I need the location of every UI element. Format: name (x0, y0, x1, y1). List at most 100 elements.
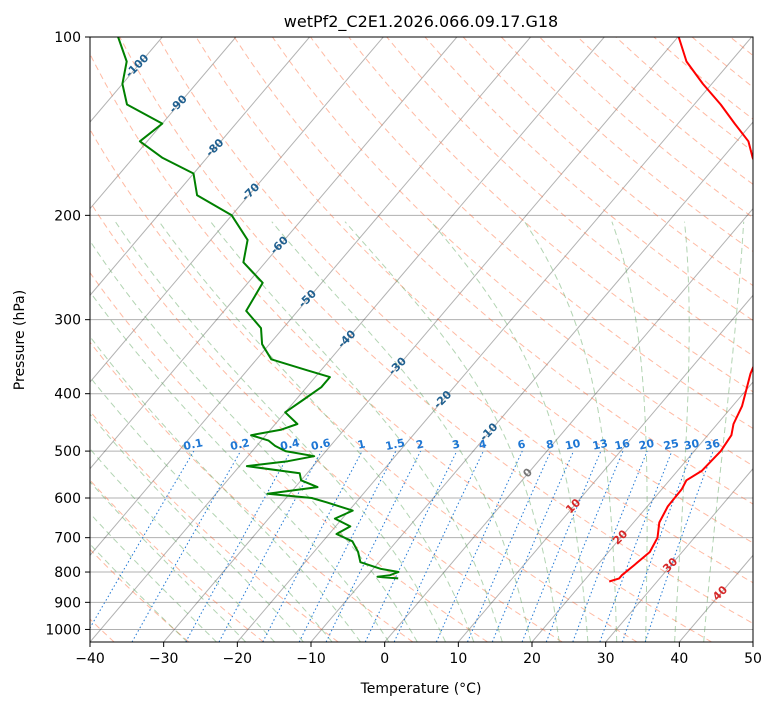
isotherm-line (457, 294, 753, 642)
dry-adiabat-line (90, 341, 414, 642)
x-tick-label: −20 (223, 651, 253, 667)
isotherm-line (605, 467, 753, 642)
mixing-ratio-line (435, 450, 523, 642)
mixing-ratio-label: 0.6 (310, 436, 332, 453)
y-tick-label: 900 (54, 595, 81, 611)
mixing-ratio-line (218, 450, 322, 642)
chart-title: wetPf2_C2E1.2026.066.09.17.G18 (284, 12, 558, 32)
y-tick-label: 800 (54, 565, 81, 581)
x-tick-label: 20 (523, 651, 541, 667)
moist-adiabat-line (674, 221, 690, 642)
moist-adiabat-line (703, 221, 745, 642)
isotherm-line (90, 37, 531, 557)
x-axis: −40 −30 −20 −10 0 10 20 30 40 50 (75, 642, 762, 667)
y-tick-label: 700 (54, 531, 81, 547)
y-tick-label: 1000 (45, 622, 81, 638)
moist-adiabat-line (611, 221, 648, 642)
isotherm-line (90, 37, 237, 210)
dry-adiabat-line (310, 37, 753, 430)
mixing-ratio-label: 0.1 (182, 436, 204, 453)
y-tick-label: 100 (54, 30, 81, 46)
mixing-ratio-label: 16 (613, 437, 631, 453)
moist-adiabat-line (210, 221, 503, 642)
dry-adiabat-line (271, 37, 753, 467)
y-tick-label: 200 (54, 208, 81, 224)
mixing-ratio-label: 36 (704, 437, 722, 453)
mixing-ratio-line (644, 450, 714, 642)
x-tick-label: 10 (449, 651, 467, 667)
dry-adiabat-line (90, 479, 264, 642)
y-tick-label: 300 (54, 313, 81, 329)
x-tick-label: 50 (744, 651, 762, 667)
mixing-ratio-label: 4 (478, 437, 489, 451)
dry-adiabat-line (462, 37, 753, 287)
mixing-ratio-label: 2 (415, 438, 425, 452)
moist-adiabat-line (114, 221, 446, 642)
mixing-ratio-label: 3 (451, 438, 461, 452)
dry-adiabat-line (90, 128, 638, 642)
mixing-ratio-label: 13 (591, 437, 609, 453)
moist-adiabat-line (90, 413, 304, 642)
mixing-ratio-line (491, 450, 574, 642)
isotherm-line (90, 37, 310, 297)
mixing-ratio-label: 20 (638, 437, 656, 453)
moist-adiabat-line (90, 291, 390, 642)
dewpoint-line (117, 37, 400, 580)
dry-adiabat-line (90, 52, 712, 642)
dry-adiabat-line (348, 37, 753, 393)
moist-adiabat-line (90, 543, 188, 642)
mixing-ratio-line (572, 450, 648, 642)
dry-adiabat-line (90, 548, 190, 642)
dry-adiabat-line (195, 37, 753, 544)
y-tick-label: 600 (54, 491, 81, 507)
mixing-ratio-label: 30 (683, 437, 701, 453)
mixing-ratio-line (621, 450, 693, 642)
moist-adiabat-line (90, 512, 217, 642)
mixing-ratio-line (467, 450, 552, 642)
dry-adiabat-line (90, 201, 563, 642)
moist-adiabat-line (158, 221, 475, 642)
moist-adiabat-line (90, 240, 418, 642)
y-axis-label: Pressure (hPa) (12, 290, 28, 390)
mixing-ratio-label: 8 (545, 438, 555, 452)
dry-adiabat-line (233, 37, 753, 505)
mixing-ratio-label: 25 (662, 437, 680, 453)
moist-adiabat-line (90, 335, 362, 642)
x-tick-label: 0 (380, 651, 389, 667)
moist-adiabat-line (90, 448, 275, 642)
mixing-ratio-line (185, 450, 292, 642)
x-tick-label: 30 (597, 651, 615, 667)
mixing-ratio-line (298, 450, 397, 642)
isotherm-line (384, 207, 753, 642)
dry-adiabat-line (157, 37, 753, 584)
moist-adiabat-line (90, 376, 333, 642)
dry-adiabat-line (119, 37, 753, 624)
temperature-line (608, 37, 753, 583)
plot-area: 0.1 0.2 0.4 0.6 1 1.5 2 3 4 6 8 10 13 16 20 25 30 36-100-… (90, 37, 753, 642)
x-tick-label: −40 (75, 651, 105, 667)
y-tick-label: 400 (54, 387, 81, 403)
x-tick-label: −10 (296, 651, 326, 667)
isotherm-line (163, 37, 679, 642)
mixing-ratio-line (521, 450, 602, 642)
moist-adiabat-line (344, 221, 560, 642)
mixing-ratio-line (325, 450, 422, 642)
moist-adiabat-line (524, 221, 618, 642)
isotherm-line (90, 37, 458, 470)
dry-adiabat-line (90, 271, 488, 642)
mixing-ratio-label: 6 (516, 437, 527, 451)
moist-adiabat-line (90, 481, 247, 642)
moist-adiabat-line (430, 221, 589, 642)
mixing-ratio-line (599, 450, 673, 642)
moist-adiabat-line (271, 221, 532, 642)
mixing-ratio-label: 1.5 (384, 436, 406, 453)
mixing-ratio-label: 10 (564, 437, 582, 453)
plot-frame (89, 36, 754, 643)
mixing-ratio-label: 1 (356, 438, 366, 452)
mixing-ratio-label: 0.4 (279, 436, 301, 453)
isotherm-line (310, 121, 753, 642)
y-tick-label: 500 (54, 444, 81, 460)
mixing-ratio-line (545, 450, 624, 642)
